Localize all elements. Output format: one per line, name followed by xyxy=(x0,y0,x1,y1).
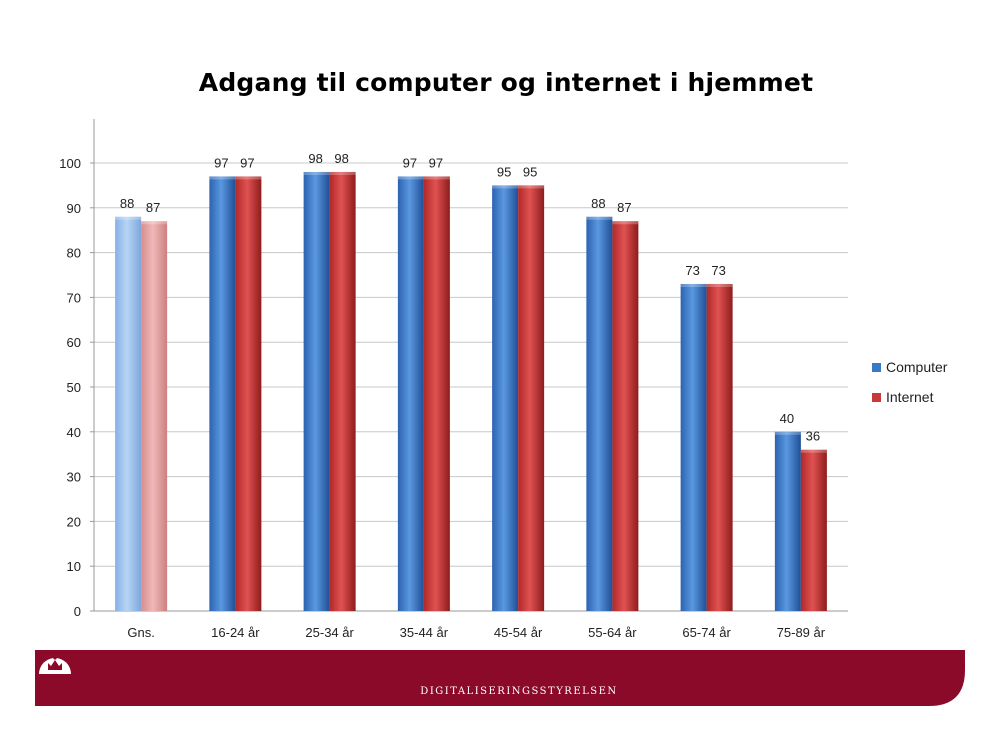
bar-internet xyxy=(612,221,639,612)
legend-label-internet: Internet xyxy=(886,389,934,405)
legend-label-computer: Computer xyxy=(886,359,948,375)
data-label: 36 xyxy=(806,429,820,444)
bar-top-highlight xyxy=(209,176,236,180)
y-tick-label: 50 xyxy=(67,380,81,395)
data-label: 87 xyxy=(146,200,160,215)
x-tick-label: Gns. xyxy=(127,625,154,640)
data-label: 97 xyxy=(403,155,417,170)
bar-top-highlight xyxy=(423,176,450,180)
footer-background xyxy=(35,650,965,706)
org-name: Digitaliseringsstyrelsen xyxy=(420,686,618,697)
bar-top-highlight xyxy=(115,216,142,220)
data-label: 97 xyxy=(240,155,254,170)
bar-internet xyxy=(329,171,356,611)
y-tick-label: 60 xyxy=(67,335,81,350)
bar-computer xyxy=(680,283,707,611)
x-tick-label: 45-54 år xyxy=(494,625,543,640)
bar-top-highlight xyxy=(774,431,801,435)
bar-internet xyxy=(141,221,168,612)
bar-top-highlight xyxy=(800,449,827,453)
bar-top-highlight xyxy=(518,185,545,189)
data-label: 97 xyxy=(214,155,228,170)
bar-top-highlight xyxy=(235,176,262,180)
x-tick-label: 16-24 år xyxy=(211,625,260,640)
y-tick-label: 90 xyxy=(67,201,81,216)
legend-swatch-computer xyxy=(872,362,881,372)
bar-computer xyxy=(586,216,613,611)
data-label: 40 xyxy=(780,411,794,426)
x-tick-label: 35-44 år xyxy=(400,625,449,640)
bar-top-highlight xyxy=(141,221,168,225)
data-label: 98 xyxy=(308,151,322,166)
axes xyxy=(90,119,848,612)
footer-banner: Digitaliseringsstyrelsen xyxy=(35,650,965,706)
bar-top-highlight xyxy=(680,283,707,287)
bar-chart: 0 10 20 30 40 50 60 70 80 90 100 88 87 97 97 98 98 97 97 9… xyxy=(59,119,848,640)
x-tick-label: 55-64 år xyxy=(588,625,637,640)
y-tick-labels: 0 10 20 30 40 50 60 70 80 90 100 xyxy=(59,156,81,619)
bar-internet xyxy=(235,176,262,611)
y-tick-label: 100 xyxy=(59,156,81,171)
data-label: 87 xyxy=(617,200,631,215)
x-tick-labels: Gns. 16-24 år 25-34 år 35-44 år 45-54 år 55-6… xyxy=(127,625,825,640)
legend-item-computer: Computer xyxy=(872,352,947,382)
legend-item-internet: Internet xyxy=(872,382,947,412)
gridlines xyxy=(94,162,848,567)
data-label: 88 xyxy=(120,196,134,211)
bar-top-highlight xyxy=(329,171,356,175)
bar-computer xyxy=(774,431,801,611)
bar-top-highlight xyxy=(586,216,613,220)
y-tick-label: 40 xyxy=(67,425,81,440)
bar-computer xyxy=(492,185,519,611)
x-tick-label: 75-89 år xyxy=(777,625,826,640)
bar-top-highlight xyxy=(397,176,424,180)
bar-computer xyxy=(397,176,424,611)
chart-title: Adgang til computer og internet i hjemme… xyxy=(198,68,814,97)
data-label: 73 xyxy=(711,263,725,278)
bar-computer xyxy=(303,171,330,611)
bars xyxy=(115,171,827,612)
bar-computer xyxy=(209,176,236,611)
bar-internet xyxy=(706,283,733,611)
data-labels: 88 87 97 97 98 98 97 97 95 95 88 87 73 73 40 36 xyxy=(120,151,820,444)
legend-swatch-internet xyxy=(872,392,881,402)
y-tick-label: 70 xyxy=(67,290,81,305)
y-tick-label: 20 xyxy=(67,514,81,529)
bar-top-highlight xyxy=(303,171,330,175)
bar-top-highlight xyxy=(612,221,639,225)
data-label: 88 xyxy=(591,196,605,211)
bar-computer xyxy=(115,216,142,611)
x-tick-label: 65-74 år xyxy=(682,625,731,640)
y-tick-label: 80 xyxy=(67,246,81,261)
chart-legend: Computer Internet xyxy=(872,352,947,412)
data-label: 73 xyxy=(685,263,699,278)
y-tick-label: 10 xyxy=(67,559,81,574)
bar-internet xyxy=(518,185,545,611)
data-label: 97 xyxy=(429,155,443,170)
data-label: 95 xyxy=(497,164,511,179)
crown-logo-icon xyxy=(39,656,71,674)
bar-internet xyxy=(423,176,450,611)
data-label: 98 xyxy=(334,151,348,166)
bar-internet xyxy=(800,449,827,611)
data-label: 95 xyxy=(523,164,537,179)
bar-top-highlight xyxy=(492,185,519,189)
bar-top-highlight xyxy=(706,283,733,287)
y-tick-label: 30 xyxy=(67,470,81,485)
x-tick-label: 25-34 år xyxy=(305,625,354,640)
y-tick-label: 0 xyxy=(74,604,81,619)
